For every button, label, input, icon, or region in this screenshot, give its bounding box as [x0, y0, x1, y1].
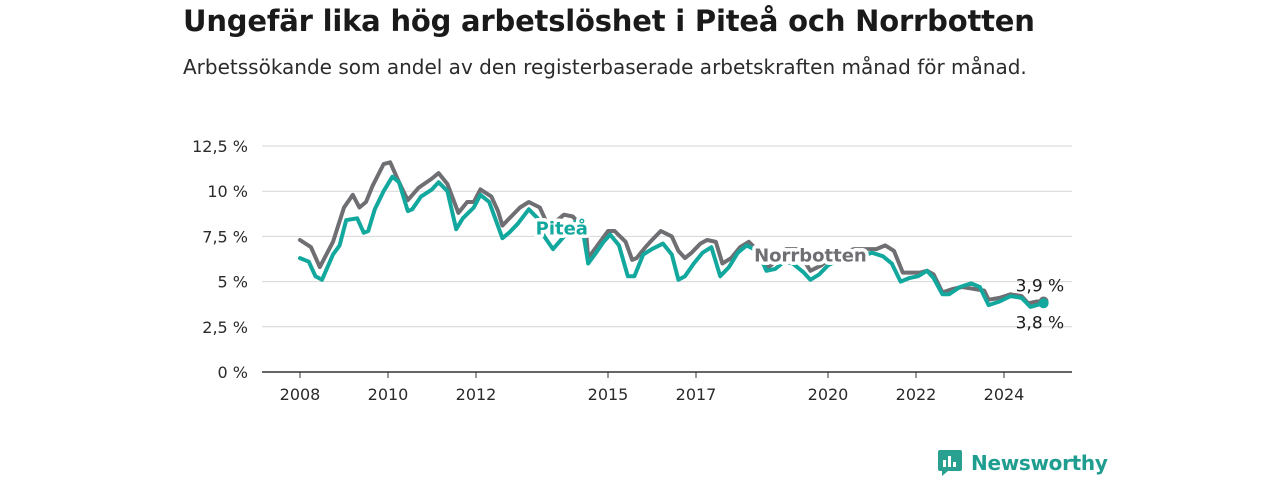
x-tick-label: 2012 — [456, 385, 497, 404]
newsworthy-logo-icon — [938, 450, 962, 476]
brand-logo: Newsworthy — [937, 448, 1108, 478]
x-tick-label: 2022 — [896, 385, 937, 404]
chart-title: Ungefär lika hög arbetslöshet i Piteå oc… — [183, 4, 1035, 38]
norrbotten-line — [298, 160, 1046, 306]
x-tick-label: 2010 — [368, 385, 409, 404]
y-tick-label: 0 % — [218, 363, 248, 382]
norrbotten-series-label: Norrbotten — [754, 246, 867, 267]
pitea-end-point — [1038, 298, 1049, 309]
norrbotten-end-label: 3,9 % — [1016, 276, 1065, 296]
brand-name: Newsworthy — [971, 451, 1108, 475]
series-labels: 3,9 % 3,8 % Piteå Norrbotten — [532, 214, 1065, 333]
pitea-series-label: Piteå — [536, 218, 588, 240]
x-tick-label: 2020 — [808, 385, 849, 404]
pitea-line — [298, 174, 1046, 309]
series-lines — [298, 160, 1049, 309]
x-tick-label: 2017 — [676, 385, 717, 404]
pitea-end-label: 3,8 % — [1016, 313, 1065, 333]
y-axis-ticks: 0 % 2,5 % 5 % 7,5 % 10 % 12,5 % — [192, 137, 248, 382]
y-tick-label: 2,5 % — [202, 318, 248, 337]
y-tick-label: 5 % — [218, 273, 248, 292]
x-tick-label: 2015 — [588, 385, 629, 404]
y-tick-label: 12,5 % — [192, 137, 248, 156]
y-tick-label: 10 % — [207, 182, 248, 201]
x-axis-ticks: 2008 2010 2012 2015 2017 2020 2022 2024 — [280, 372, 1025, 404]
x-tick-label: 2024 — [984, 385, 1025, 404]
gridlines — [262, 145, 1072, 373]
y-tick-label: 7,5 % — [202, 227, 248, 246]
x-tick-label: 2008 — [280, 385, 321, 404]
line-chart: 0 %2,5 %5 %7,5 %10 %12,5 % 2008 2010 2012 2… — [192, 137, 1072, 404]
chart-subtitle: Arbetssökande som andel av den registerb… — [183, 55, 1027, 79]
